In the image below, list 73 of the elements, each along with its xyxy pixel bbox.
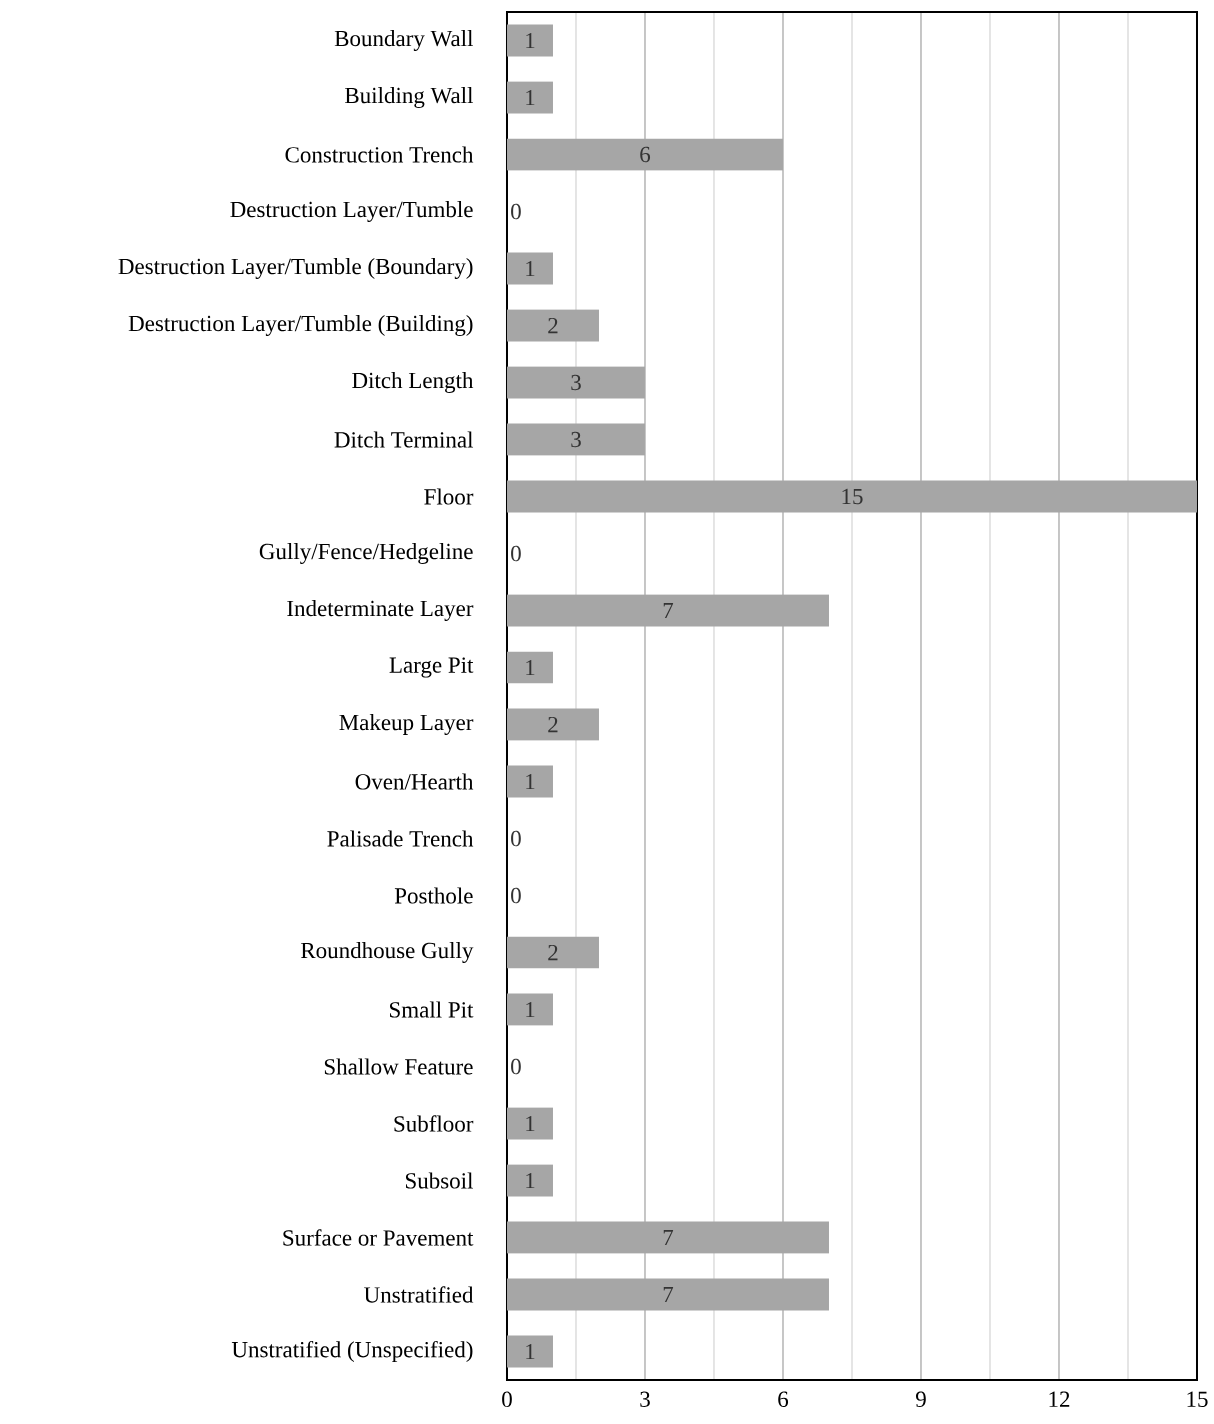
bar [506, 24, 553, 57]
data-label: 1 [526, 32, 535, 49]
x-tick-label: 6 [778, 1391, 789, 1407]
y-tick-label: Palisade Trench [327, 830, 474, 847]
y-tick-label: Posthole [394, 887, 473, 904]
bar [506, 765, 553, 798]
data-label: 7 [663, 602, 674, 619]
data-label: 1 [526, 1001, 535, 1018]
y-tick-label: Destruction Layer/Tumble (Boundary) [118, 258, 473, 279]
y-tick-label: Construction Trench [285, 146, 474, 163]
x-tick-label: 9 [915, 1391, 926, 1407]
y-tick-label: Subfloor [394, 1115, 474, 1132]
y-tick-label: Ditch Terminal [334, 431, 474, 448]
bar [506, 138, 783, 171]
y-tick-label: Large Pit [389, 657, 474, 678]
data-label: 0 [511, 830, 521, 847]
y-tick-label: Ditch Length [352, 372, 474, 393]
data-label: 2 [548, 944, 558, 961]
data-label: 0 [511, 545, 521, 562]
bar [506, 1335, 553, 1368]
data-label: 1 [526, 1172, 535, 1189]
bar [506, 936, 599, 969]
y-tick-label: Roundhouse Gully [300, 942, 474, 963]
bar [506, 252, 553, 285]
data-label: 15 [842, 488, 863, 505]
data-label: 1 [526, 773, 535, 790]
y-tick-label: Surface or Pavement [283, 1229, 474, 1246]
y-tick-label: Oven/Hearth [355, 773, 474, 790]
y-tick-label: Small Pit [390, 1001, 474, 1018]
bar [506, 1107, 553, 1140]
data-label: 0 [511, 203, 521, 220]
bar [506, 651, 553, 684]
data-label: 1 [526, 1115, 535, 1132]
bar [506, 1164, 553, 1197]
bar [506, 423, 645, 456]
x-tick-label: 12 [1049, 1391, 1070, 1407]
y-tick-label: Makeup Layer [339, 714, 474, 735]
data-label: 1 [526, 89, 535, 106]
y-tick-label: Floor [424, 488, 474, 505]
bar [506, 81, 553, 114]
data-label: 2 [548, 716, 558, 733]
bar [506, 366, 645, 399]
bar [506, 708, 599, 741]
y-tick-label: Indeterminate Layer [287, 600, 474, 621]
x-tick-label: 15 [1187, 1391, 1208, 1407]
data-label: 0 [511, 1058, 521, 1075]
data-label: 3 [571, 431, 581, 448]
y-tick-label: Subsoil [405, 1172, 473, 1189]
y-tick-label: Destruction Layer/Tumble [230, 201, 473, 222]
data-label: 1 [526, 659, 535, 676]
bar [506, 1221, 829, 1254]
y-tick-label: Shallow Feature [324, 1058, 473, 1075]
data-label: 0 [511, 887, 521, 904]
bar [506, 993, 553, 1026]
data-label: 1 [526, 260, 535, 277]
y-tick-label: Building Wall [345, 87, 474, 108]
data-label: 1 [526, 1343, 535, 1360]
data-label: 6 [640, 146, 651, 163]
data-label: 7 [663, 1286, 674, 1303]
bar [506, 480, 1197, 513]
data-label: 7 [663, 1229, 674, 1246]
data-label: 3 [571, 374, 581, 391]
y-tick-label: Unstratified (Unspecified) [231, 1340, 473, 1363]
bar [506, 309, 599, 342]
bar [506, 1278, 829, 1311]
data-label: 2 [548, 317, 558, 334]
y-tick-label: Unstratified [364, 1286, 474, 1303]
x-tick-label: 3 [640, 1391, 650, 1407]
x-tick-label: 0 [502, 1391, 512, 1408]
y-tick-label: Gully/Fence/Hedgeline [259, 543, 473, 564]
y-tick-label: Boundary Wall [334, 30, 474, 51]
bar [506, 594, 829, 627]
y-tick-label: Destruction Layer/Tumble (Building) [128, 315, 473, 336]
